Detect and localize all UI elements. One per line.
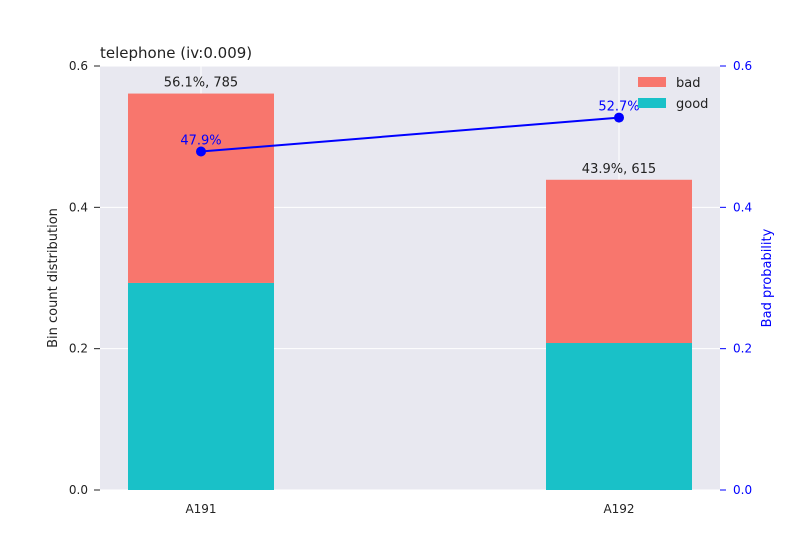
bar-bad-a192 xyxy=(546,179,692,344)
y-tick-label: 0.4 xyxy=(69,200,88,214)
y-tick-label: 0.6 xyxy=(69,59,88,73)
bar-good-a191 xyxy=(128,282,274,490)
y-axis-label: Bin count distribution xyxy=(46,208,61,348)
y2-tick-label: 0.6 xyxy=(733,59,752,73)
bar-good-a192 xyxy=(546,343,692,490)
chart-title: telephone (iv:0.009) xyxy=(100,44,252,62)
legend: bad good xyxy=(638,76,708,112)
y2-tick-label: 0.2 xyxy=(733,342,752,356)
legend-swatch-bad xyxy=(638,77,666,87)
bad-probability-line: 47.9% 52.7% xyxy=(180,100,640,157)
line-series xyxy=(200,116,620,153)
y-tick-label: 0.0 xyxy=(69,483,88,497)
bar-bad-a191 xyxy=(128,93,274,283)
line-point xyxy=(614,112,624,123)
line-point xyxy=(196,146,206,157)
line-point-label: 52.7% xyxy=(598,100,639,115)
y2-tick-label: 0.0 xyxy=(733,483,752,497)
bar-label: 56.1%, 785 xyxy=(164,76,238,91)
line-point-label: 47.9% xyxy=(180,134,221,149)
x-tick-label: A191 xyxy=(185,502,216,516)
y2-tick-label: 0.4 xyxy=(733,200,752,214)
legend-label-bad: bad xyxy=(676,76,700,91)
legend-label-good: good xyxy=(676,97,708,112)
axes: 0.0 0.0 0.2 0.2 0.4 0.4 0.6 0.6 A191 A192 xyxy=(69,59,752,516)
y-tick-label: 0.2 xyxy=(69,342,88,356)
legend-swatch-good xyxy=(638,98,666,108)
bars: 56.1%, 785 43.9%, 615 xyxy=(128,76,692,490)
bar-label: 43.9%, 615 xyxy=(582,162,656,177)
x-tick-label: A192 xyxy=(603,502,634,516)
y2-axis-label: Bad probability xyxy=(760,228,775,327)
